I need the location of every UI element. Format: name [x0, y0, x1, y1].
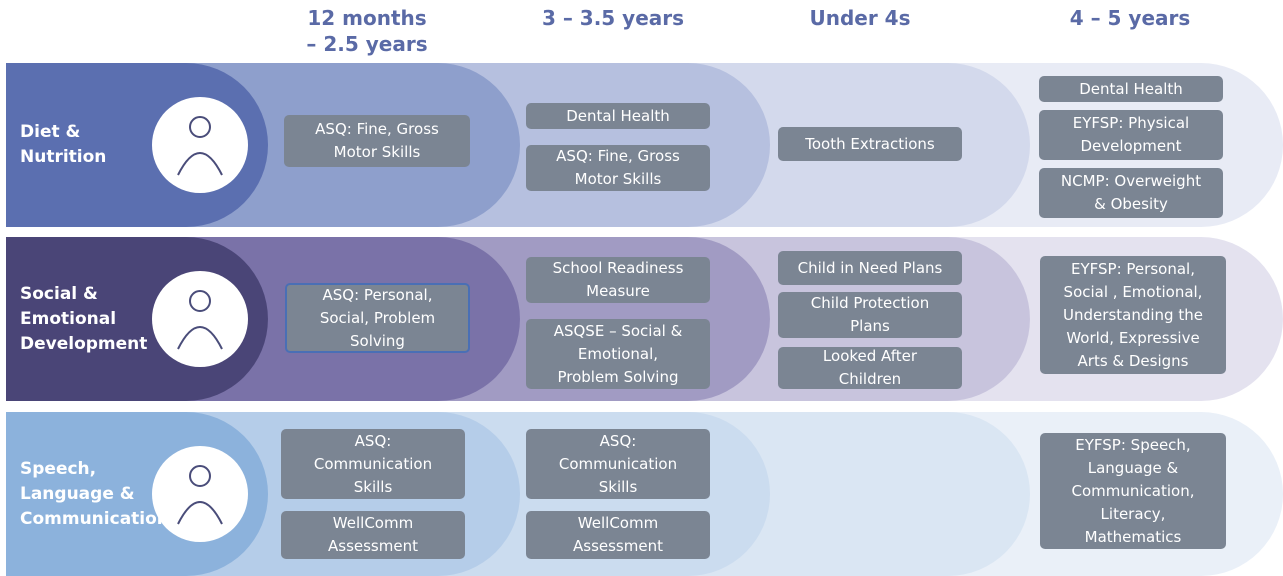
- text-line: NCMP: Overweight: [1060, 172, 1202, 190]
- text-line: EYFSP: Speech,: [1075, 435, 1191, 454]
- measure-box: WellComm Assessment: [281, 511, 465, 559]
- icon-circle: [152, 271, 248, 367]
- text-line: Problem Solving: [557, 367, 679, 386]
- row-label: Speech, Language & Communication: [20, 457, 169, 532]
- text-line: Social &: [20, 283, 98, 304]
- text-line: Literacy,: [1100, 504, 1166, 523]
- measure-box: ASQ: Personal, Social, Problem Solving: [285, 283, 470, 353]
- measure-box: ASQ: Communication Skills: [281, 429, 465, 499]
- text-line: Children: [838, 370, 902, 388]
- icon-circle: [152, 446, 248, 542]
- text-line: Understanding the: [1063, 305, 1203, 324]
- text-line: ASQ:: [354, 431, 392, 450]
- text-line: Tooth Extractions: [805, 134, 935, 153]
- text-line: Emotional: [20, 308, 117, 329]
- text-line: Looked After: [822, 347, 918, 365]
- text-line: Speech,: [20, 458, 97, 479]
- measure-box: ASQ: Communication Skills: [526, 429, 710, 499]
- row-label: Diet & Nutrition: [20, 120, 106, 170]
- text-line: EYFSP: Physical: [1072, 114, 1190, 132]
- text-line: Child Protection: [810, 294, 930, 312]
- measure-box: EYFSP: Personal, Social , Emotional, Under…: [1040, 256, 1226, 374]
- text-line: 4 – 5 years: [1069, 6, 1191, 30]
- measure-box: EYFSP: Speech, Language & Communication, Li…: [1040, 433, 1226, 549]
- text-line: Nutrition: [20, 147, 107, 167]
- text-line: Solving: [350, 331, 405, 350]
- text-line: Child in Need Plans: [797, 258, 943, 277]
- text-line: Diet &: [20, 122, 81, 142]
- icon-head: [189, 116, 211, 138]
- measure-box: Looked After Children: [778, 347, 962, 389]
- measure-box: EYFSP: Physical Development: [1039, 110, 1223, 160]
- measure-box: ASQ: Fine, Gross Motor Skills: [284, 115, 470, 167]
- text-line: Arts & Designs: [1077, 351, 1189, 370]
- measure-box: ASQ: Fine, Gross Motor Skills: [526, 145, 710, 191]
- icon-head: [189, 290, 211, 312]
- icon-body: [177, 501, 223, 525]
- column-header: 3 – 3.5 years: [493, 5, 733, 31]
- text-line: ASQSE – Social &: [553, 321, 683, 340]
- measure-box: Dental Health: [1039, 76, 1223, 102]
- measure-box: ASQSE – Social & Emotional, Problem Solvin…: [526, 319, 710, 389]
- text-line: Skills: [353, 477, 393, 496]
- text-line: ASQ:: [599, 431, 637, 450]
- row-label: Social & Emotional Development: [20, 282, 147, 357]
- text-line: Assessment: [328, 537, 418, 555]
- measure-box: WellComm Assessment: [526, 511, 710, 559]
- text-line: Social , Emotional,: [1063, 282, 1203, 301]
- column-header: 4 – 5 years: [1010, 5, 1250, 31]
- text-line: Dental Health: [566, 106, 670, 125]
- column-header: 12 months – 2.5 years: [247, 5, 487, 57]
- text-line: WellComm: [577, 514, 659, 532]
- text-line: School Readiness: [552, 259, 684, 277]
- text-line: Emotional,: [577, 344, 659, 363]
- measure-box: Dental Health: [526, 103, 710, 129]
- text-line: ASQ: Fine, Gross: [556, 147, 680, 165]
- text-line: Communication: [20, 508, 169, 529]
- text-line: Assessment: [573, 537, 663, 555]
- text-line: Development: [20, 333, 148, 354]
- text-line: Communication: [313, 454, 433, 473]
- text-line: EYFSP: Personal,: [1071, 259, 1195, 278]
- text-line: Mathematics: [1084, 527, 1182, 546]
- text-line: Communication,: [1071, 481, 1195, 500]
- text-line: & Obesity: [1094, 195, 1168, 213]
- text-line: Plans: [850, 317, 890, 335]
- measure-box: School Readiness Measure: [526, 257, 710, 303]
- text-line: Motor Skills: [574, 170, 662, 188]
- text-line: 12 months: [307, 6, 427, 30]
- text-line: WellComm: [332, 514, 414, 532]
- icon-body: [177, 152, 223, 176]
- text-line: 3 – 3.5 years: [541, 6, 685, 30]
- column-header: Under 4s: [740, 5, 980, 31]
- measure-box: NCMP: Overweight & Obesity: [1039, 168, 1223, 218]
- text-line: Measure: [586, 282, 650, 300]
- text-line: Under 4s: [809, 6, 911, 30]
- icon-head: [189, 465, 211, 487]
- text-line: Skills: [598, 477, 638, 496]
- icon-circle: [152, 97, 248, 193]
- text-line: Language &: [1087, 458, 1179, 477]
- text-line: ASQ: Personal,: [322, 285, 433, 304]
- text-line: Motor Skills: [333, 143, 421, 161]
- icon-body: [177, 326, 223, 350]
- text-line: Social, Problem: [319, 308, 436, 327]
- text-line: Dental Health: [1079, 79, 1183, 98]
- text-line: Development: [1080, 137, 1182, 155]
- text-line: Language &: [20, 483, 135, 504]
- text-line: Communication: [558, 454, 678, 473]
- measure-box: Tooth Extractions: [778, 127, 962, 161]
- text-line: – 2.5 years: [306, 32, 428, 56]
- text-line: World, Expressive: [1066, 328, 1200, 347]
- measure-box: Child in Need Plans: [778, 251, 962, 285]
- text-line: ASQ: Fine, Gross: [315, 120, 439, 138]
- measure-box: Child Protection Plans: [778, 292, 962, 338]
